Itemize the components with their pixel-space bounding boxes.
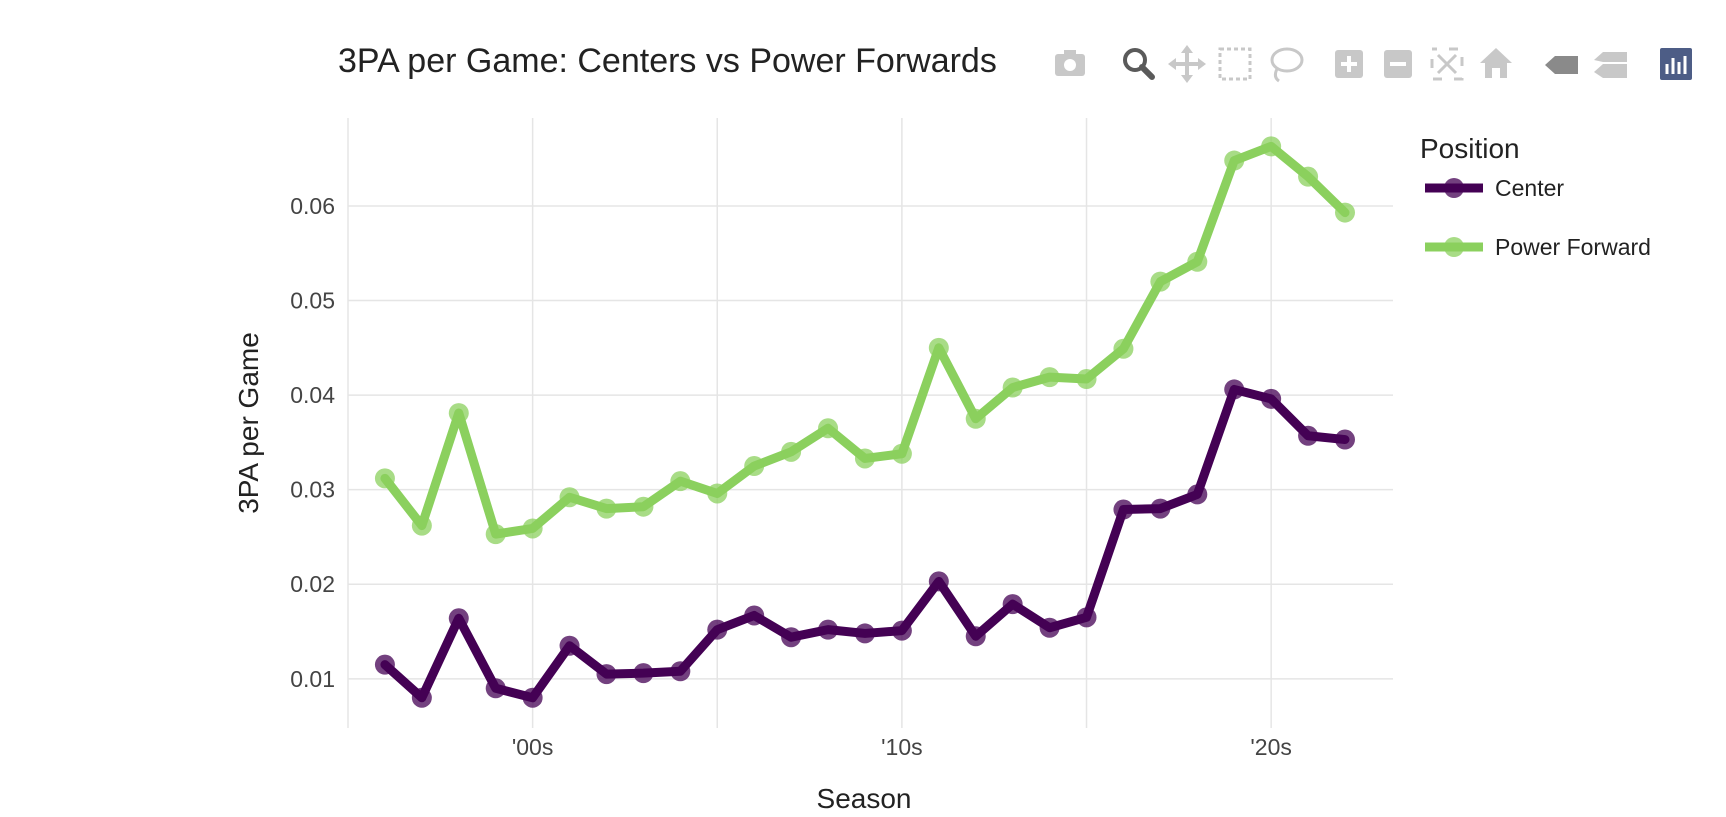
- data-point-power-forward[interactable]: [633, 496, 654, 517]
- data-point-center[interactable]: [891, 620, 912, 641]
- y-tick-label: 0.06: [290, 193, 335, 219]
- data-point-center[interactable]: [707, 619, 728, 640]
- data-point-center[interactable]: [1076, 607, 1097, 628]
- x-tick-label: '10s: [881, 734, 922, 760]
- data-point-power-forward[interactable]: [965, 408, 986, 429]
- y-tick-label: 0.01: [290, 666, 335, 692]
- y-tick-label: 0.03: [290, 477, 335, 503]
- data-point-power-forward[interactable]: [891, 443, 912, 464]
- data-point-center[interactable]: [411, 687, 432, 708]
- data-point-power-forward[interactable]: [559, 487, 580, 508]
- legend: Position Center Power Forward: [1420, 133, 1651, 260]
- data-point-center[interactable]: [1113, 499, 1134, 520]
- data-point-center[interactable]: [670, 661, 691, 682]
- axes: 0.01 0.02 0.03 0.04 0.05 0.06 '00s '10s '20s: [290, 193, 1292, 760]
- data-point-center[interactable]: [928, 571, 949, 592]
- data-point-power-forward[interactable]: [928, 337, 949, 358]
- y-tick-label: 0.04: [290, 382, 335, 408]
- data-point-center[interactable]: [448, 608, 469, 629]
- zoom-out-icon[interactable]: Zoom out: [1378, 44, 1418, 84]
- data-point-power-forward[interactable]: [374, 468, 395, 489]
- data-point-power-forward[interactable]: [522, 518, 543, 539]
- x-tick-label: '20s: [1250, 734, 1291, 760]
- data-point-power-forward[interactable]: [1261, 136, 1282, 157]
- data-point-power-forward[interactable]: [1187, 251, 1208, 272]
- data-point-center[interactable]: [781, 627, 802, 648]
- data-point-power-forward[interactable]: [744, 456, 765, 477]
- data-point-power-forward[interactable]: [818, 418, 839, 439]
- x-tick-label: '00s: [512, 734, 553, 760]
- data-point-power-forward[interactable]: [1002, 377, 1023, 398]
- data-point-power-forward[interactable]: [1298, 166, 1319, 187]
- camera-icon[interactable]: Download plot as a png: [1050, 44, 1090, 84]
- data-point-center[interactable]: [522, 687, 543, 708]
- chart-title: 3PA per Game: Centers vs Power Forwards: [338, 42, 997, 80]
- hover-closest-icon[interactable]: Show closest data on hover: [1542, 44, 1582, 84]
- data-point-power-forward[interactable]: [1039, 367, 1060, 388]
- data-point-center[interactable]: [1002, 594, 1023, 615]
- data-point-power-forward[interactable]: [485, 524, 506, 545]
- x-axis-title: Season: [817, 783, 912, 812]
- y-tick-label: 0.02: [290, 571, 335, 597]
- data-point-center[interactable]: [596, 664, 617, 685]
- series-line-center: [380, 384, 1350, 703]
- y-tick-label: 0.05: [290, 288, 335, 314]
- data-point-power-forward[interactable]: [448, 403, 469, 424]
- data-point-center[interactable]: [744, 605, 765, 626]
- legend-label: Center: [1495, 175, 1564, 201]
- legend-item-power-forward[interactable]: Power Forward: [1425, 234, 1651, 260]
- autoscale-icon[interactable]: Autoscale: [1427, 44, 1467, 84]
- data-point-center[interactable]: [1187, 484, 1208, 505]
- data-point-power-forward[interactable]: [854, 448, 875, 469]
- data-point-center[interactable]: [1298, 425, 1319, 446]
- legend-title: Position: [1420, 133, 1520, 164]
- data-point-center[interactable]: [818, 619, 839, 640]
- legend-label: Power Forward: [1495, 234, 1651, 260]
- data-point-center[interactable]: [965, 626, 986, 647]
- data-point-center[interactable]: [374, 654, 395, 675]
- legend-item-center[interactable]: Center: [1425, 175, 1564, 201]
- y-axis-title: 3PA per Game: [233, 332, 264, 514]
- data-point-power-forward[interactable]: [1076, 369, 1097, 390]
- data-point-power-forward[interactable]: [670, 471, 691, 492]
- plot-area[interactable]: [374, 136, 1355, 708]
- data-point-power-forward[interactable]: [596, 498, 617, 519]
- zoom-in-icon[interactable]: Zoom in: [1329, 44, 1369, 84]
- series-power-forward: [374, 136, 1355, 545]
- series-center: [374, 379, 1355, 708]
- data-point-power-forward[interactable]: [1224, 150, 1245, 171]
- grid: [347, 118, 1393, 728]
- data-point-center[interactable]: [633, 663, 654, 684]
- hover-compare-icon[interactable]: Compare data on hover: [1591, 44, 1631, 84]
- data-point-center[interactable]: [1334, 429, 1355, 450]
- data-point-power-forward[interactable]: [1113, 338, 1134, 359]
- data-point-center[interactable]: [559, 635, 580, 656]
- modebar: Download plot as a png ZoomPanBox SelectL…: [1050, 44, 1696, 84]
- data-point-center[interactable]: [1039, 617, 1060, 638]
- data-point-power-forward[interactable]: [1334, 202, 1355, 223]
- data-point-power-forward[interactable]: [1150, 271, 1171, 292]
- zoom-icon[interactable]: Zoom: [1118, 44, 1158, 84]
- data-point-center[interactable]: [485, 678, 506, 699]
- data-point-center[interactable]: [854, 623, 875, 644]
- lasso-select-icon[interactable]: Lasso Select: [1265, 44, 1305, 84]
- data-point-power-forward[interactable]: [411, 515, 432, 536]
- plotly-logo-icon[interactable]: Produced with Plotly: [1656, 44, 1696, 84]
- box-select-icon[interactable]: Box Select: [1215, 44, 1255, 84]
- reset-axes-icon[interactable]: Reset axes: [1476, 44, 1516, 84]
- legend-marker: [1444, 237, 1464, 257]
- data-point-power-forward[interactable]: [781, 441, 802, 462]
- legend-marker: [1444, 178, 1464, 198]
- data-point-power-forward[interactable]: [707, 483, 728, 504]
- data-point-center[interactable]: [1261, 388, 1282, 409]
- data-point-center[interactable]: [1150, 498, 1171, 519]
- data-point-center[interactable]: [1224, 379, 1245, 400]
- pan-icon[interactable]: Pan: [1167, 44, 1207, 84]
